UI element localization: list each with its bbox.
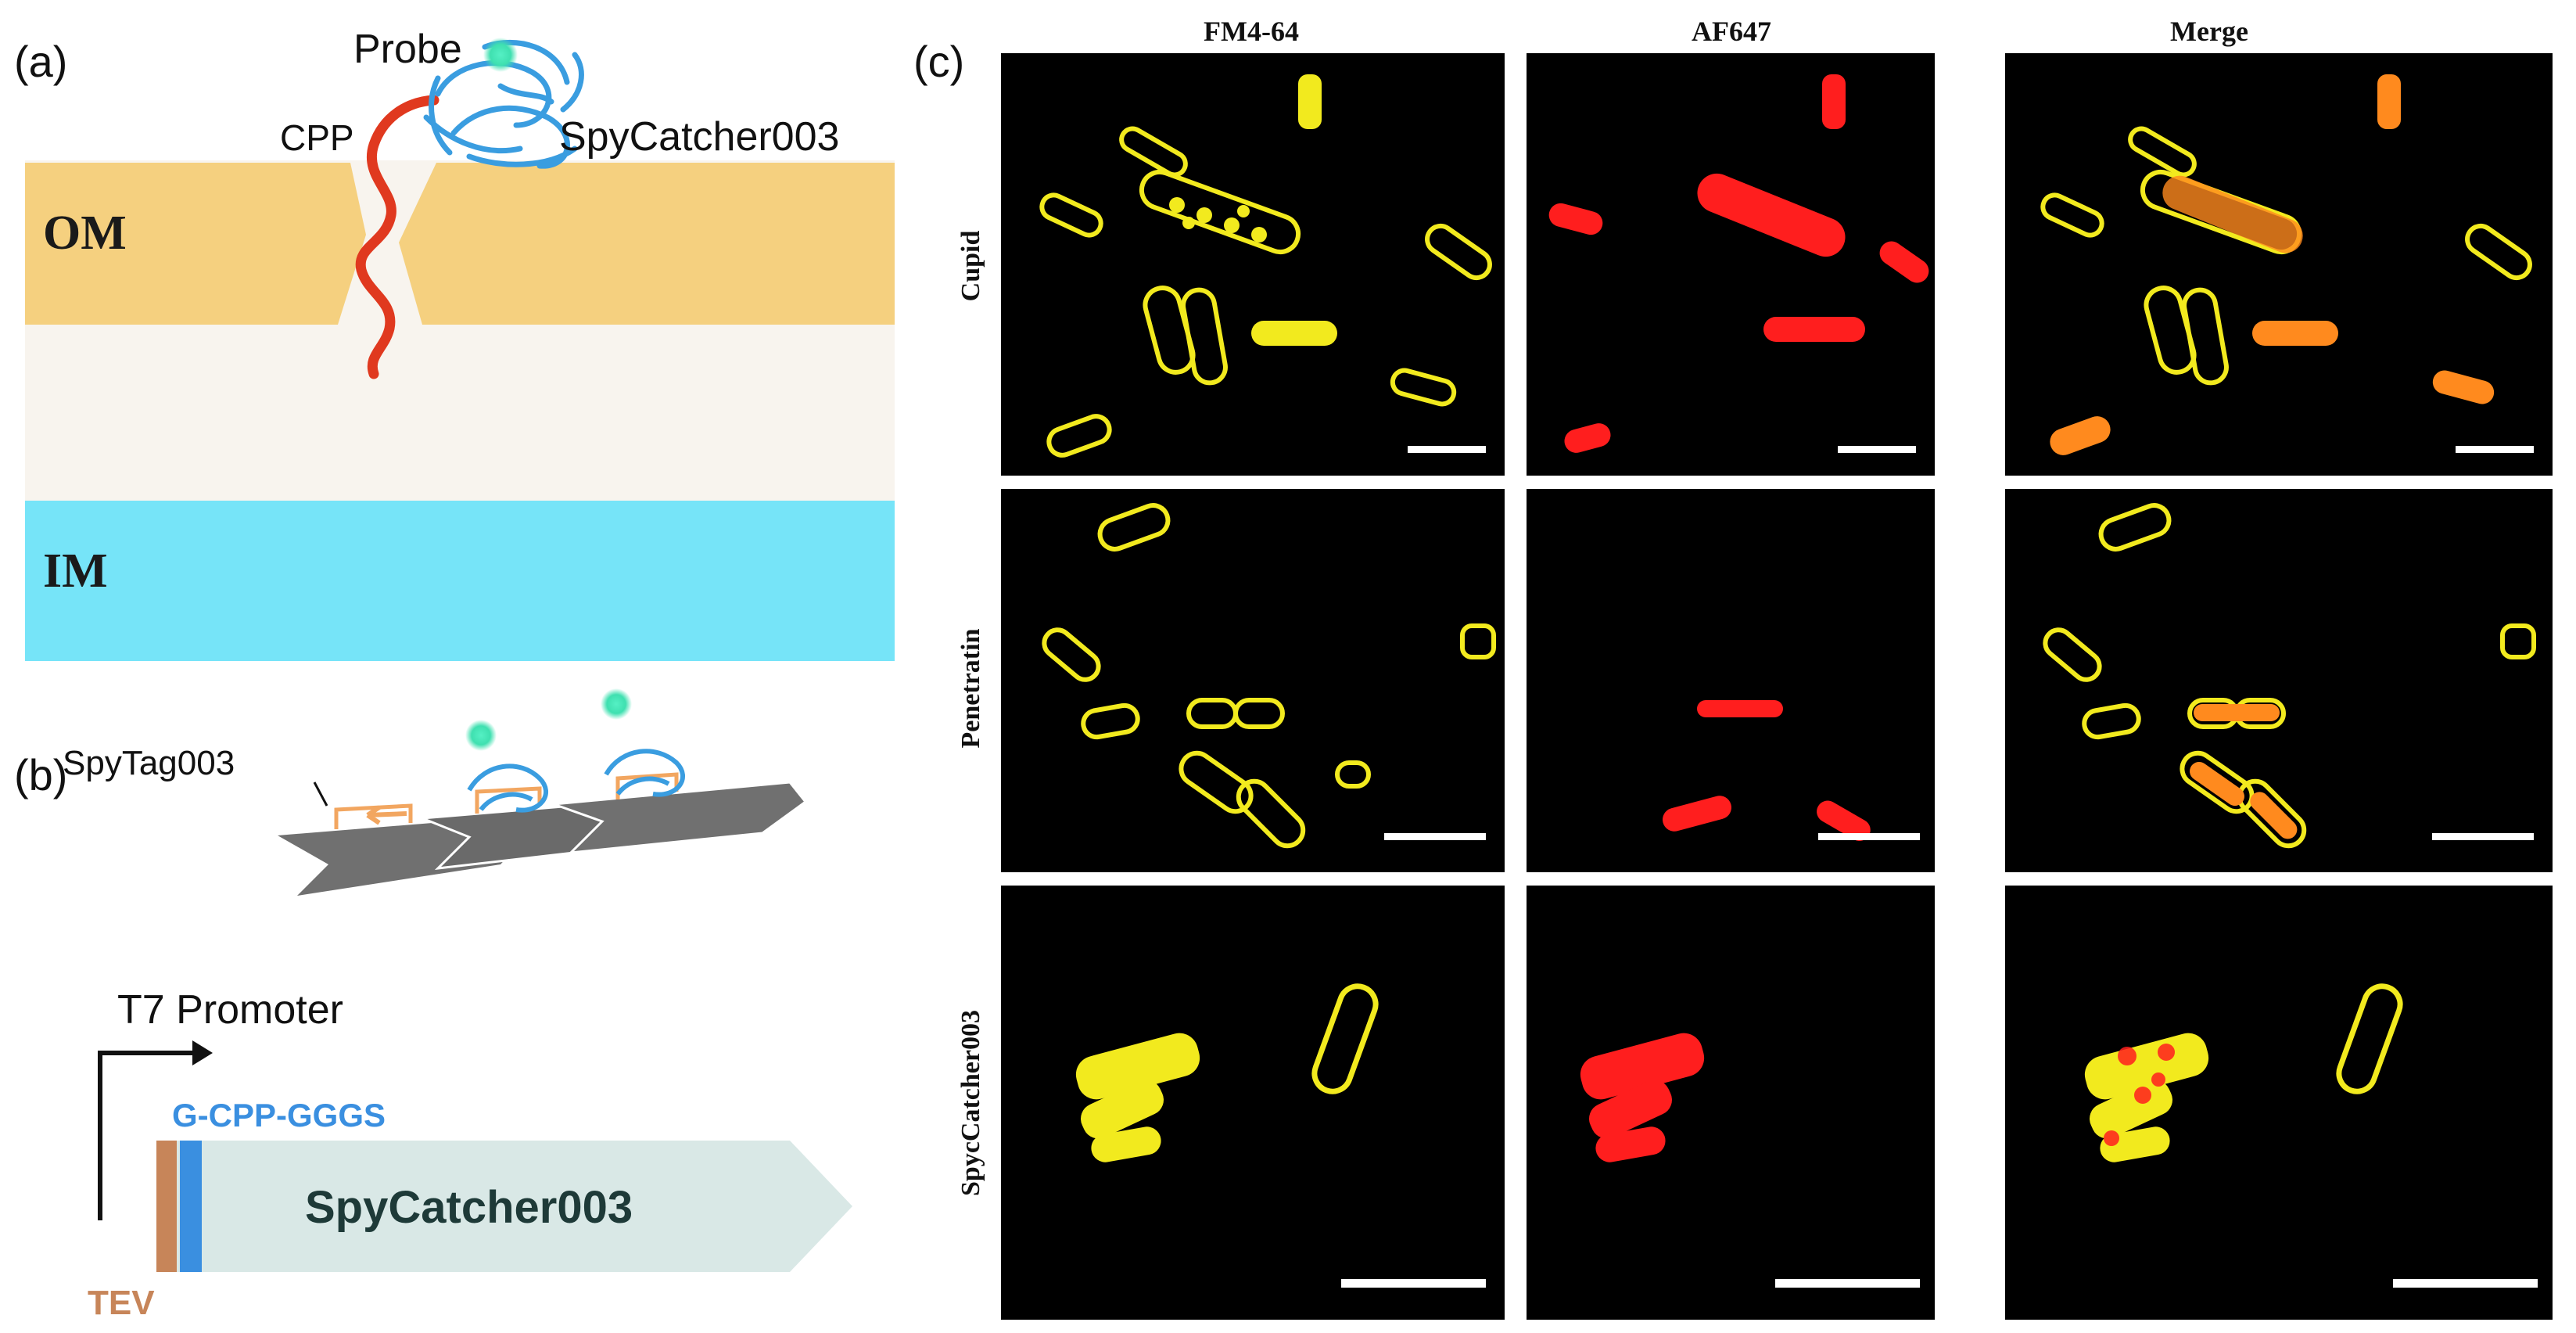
- scale-bar: [1775, 1279, 1920, 1288]
- spytag-label: SpyTag003: [63, 744, 235, 782]
- probe-dye: [465, 720, 497, 751]
- panel-a: (a) OM IM Probe CPP SpyCatcher003: [14, 27, 895, 661]
- promoter-arrow-head: [192, 1040, 213, 1065]
- row-label-cupid: Cupid: [956, 231, 985, 302]
- panel-c-label: (c): [913, 37, 964, 86]
- probe-dye: [601, 688, 632, 720]
- micrograph-penetratin-merge: [2005, 489, 2553, 872]
- micrograph-spycatcher-af647: [1527, 886, 1935, 1320]
- promoter-arrow: [98, 1051, 196, 1220]
- fibril-segment: [553, 781, 808, 854]
- scale-bar: [2456, 446, 2534, 453]
- scale-bar: [1838, 446, 1916, 453]
- gene-label: SpyCatcher003: [305, 1182, 633, 1233]
- cpp-label: CPP: [280, 117, 354, 158]
- spycatcher-label: SpyCatcher003: [559, 114, 839, 160]
- gene-arrow: [156, 1141, 852, 1272]
- column-header-merge: Merge: [2170, 16, 2248, 47]
- scale-bar: [1341, 1279, 1486, 1288]
- om-label: OM: [43, 207, 127, 260]
- row-label-penetratin: Penetratin: [956, 628, 985, 748]
- panel-c: (c) FM4-64 AF647 Merge Cupid Penetratin …: [913, 16, 2553, 1320]
- inner-membrane: [25, 501, 895, 661]
- scale-bar: [1384, 833, 1486, 840]
- micrograph-cupid-af647: [1527, 53, 1935, 476]
- spycatcher-bound: [467, 749, 685, 813]
- cpp-peptide: [355, 95, 439, 379]
- spytag-pointer: [313, 781, 328, 807]
- panel-b-label: (b): [14, 750, 67, 799]
- panel-a-label: (a): [14, 37, 67, 86]
- column-header-af647: AF647: [1692, 16, 1771, 47]
- micrograph-cupid-fm464: [1001, 53, 1505, 476]
- promoter-label: T7 Promoter: [117, 987, 343, 1033]
- im-label: IM: [43, 544, 108, 598]
- micrograph-spycatcher-merge: [2005, 886, 2553, 1320]
- linker-box: [180, 1141, 202, 1272]
- tev-label: TEV: [88, 1284, 155, 1322]
- outer-membrane-right: [399, 163, 895, 325]
- spycatcher-ribbon: [423, 39, 584, 169]
- micrograph-spycatcher-fm464: [1001, 886, 1505, 1320]
- linker-label: G-CPP-GGGS: [172, 1097, 386, 1134]
- probe-label: Probe: [353, 27, 462, 72]
- cell-outline: [1311, 983, 1379, 1094]
- spytag-arrow: [366, 805, 407, 825]
- probe-dye: [483, 38, 518, 72]
- scale-bar: [2393, 1279, 2538, 1288]
- cell-outline: [2336, 983, 2403, 1094]
- scale-bar: [2432, 833, 2534, 840]
- scale-bar: [1818, 833, 1920, 840]
- spytag: [334, 772, 679, 829]
- micrograph-cupid-merge: [2005, 53, 2553, 476]
- tev-box: [156, 1141, 177, 1272]
- column-header-fm464: FM4-64: [1204, 16, 1299, 47]
- outer-membrane: [25, 163, 366, 325]
- scale-bar: [1408, 446, 1486, 453]
- row-label-spycatcher: SpycCatcher003: [956, 1010, 985, 1196]
- micrograph-penetratin-fm464: [1001, 489, 1505, 872]
- panel-b: (b) SpyTag003 T7 Promoter G-CPP-GGGS: [14, 688, 852, 1322]
- micrograph-penetratin-af647: [1527, 489, 1935, 872]
